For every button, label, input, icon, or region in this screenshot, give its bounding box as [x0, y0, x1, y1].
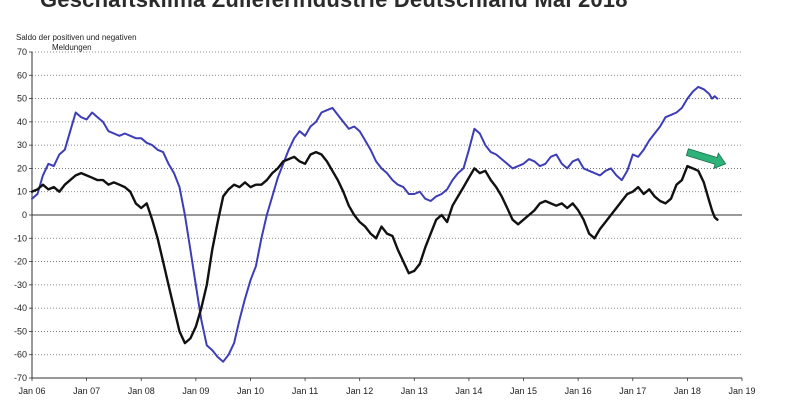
series-lines	[30, 85, 719, 363]
y-tick-label: 10	[17, 187, 27, 197]
y-tick-label: -40	[14, 303, 27, 313]
series-line-1	[31, 85, 719, 363]
y-tick-label: -70	[14, 373, 27, 383]
y-tick-label: 50	[17, 94, 27, 104]
x-tick-label: Jan 09	[182, 386, 209, 396]
y-tick-label: 0	[22, 210, 27, 220]
y-tick-label: 70	[17, 47, 27, 57]
x-tick-label: Jan 18	[674, 386, 701, 396]
x-tick-label: Jan 19	[728, 386, 755, 396]
trend-arrow	[685, 148, 727, 170]
annotations	[685, 148, 727, 170]
x-tick-label: Jan 13	[401, 386, 428, 396]
trend-arrow-shape	[685, 148, 727, 170]
y-tick-label: -30	[14, 280, 27, 290]
y-tick-label: -20	[14, 257, 27, 267]
y-tick-labels: -70 -60 -50 -40 -30 -20 -10 0 10 20 30 40 50 60 70	[14, 47, 27, 383]
y-tick-label: 20	[17, 163, 27, 173]
y-axis-label: Saldo der positiven und negativen Meldun…	[16, 33, 176, 53]
x-tick-label: Jan 10	[237, 386, 264, 396]
series-line-2	[30, 150, 719, 345]
y-tick-label: 40	[17, 117, 27, 127]
x-tick-label: Jan 08	[128, 386, 155, 396]
x-tick-labels: Jan 06 Jan 07 Jan 08 Jan 09 Jan 10 Jan 11 Jan …	[18, 386, 755, 396]
y-tick-label: 60	[17, 70, 27, 80]
y-tick-label: -50	[14, 326, 27, 336]
y-axis-label-line-2: Meldungen	[52, 43, 92, 52]
x-tick-label: Jan 07	[73, 386, 100, 396]
x-tick-label: Jan 16	[565, 386, 592, 396]
x-tick-label: Jan 06	[18, 386, 45, 396]
x-tick-label: Jan 14	[455, 386, 482, 396]
x-tick-label: Jan 15	[510, 386, 537, 396]
y-axis-label-line-1: Saldo der positiven und negativen	[16, 33, 137, 42]
y-tick-label: 30	[17, 140, 27, 150]
y-tick-label: -10	[14, 233, 27, 243]
y-tick-label: -60	[14, 350, 27, 360]
x-tick-label: Jan 11	[292, 386, 318, 396]
x-tick-label: Jan 17	[619, 386, 646, 396]
gridlines	[32, 51, 742, 356]
x-tick-label: Jan 12	[346, 386, 373, 396]
chart-title: Geschäftsklima Zulieferindustrie Deutsch…	[40, 0, 628, 13]
